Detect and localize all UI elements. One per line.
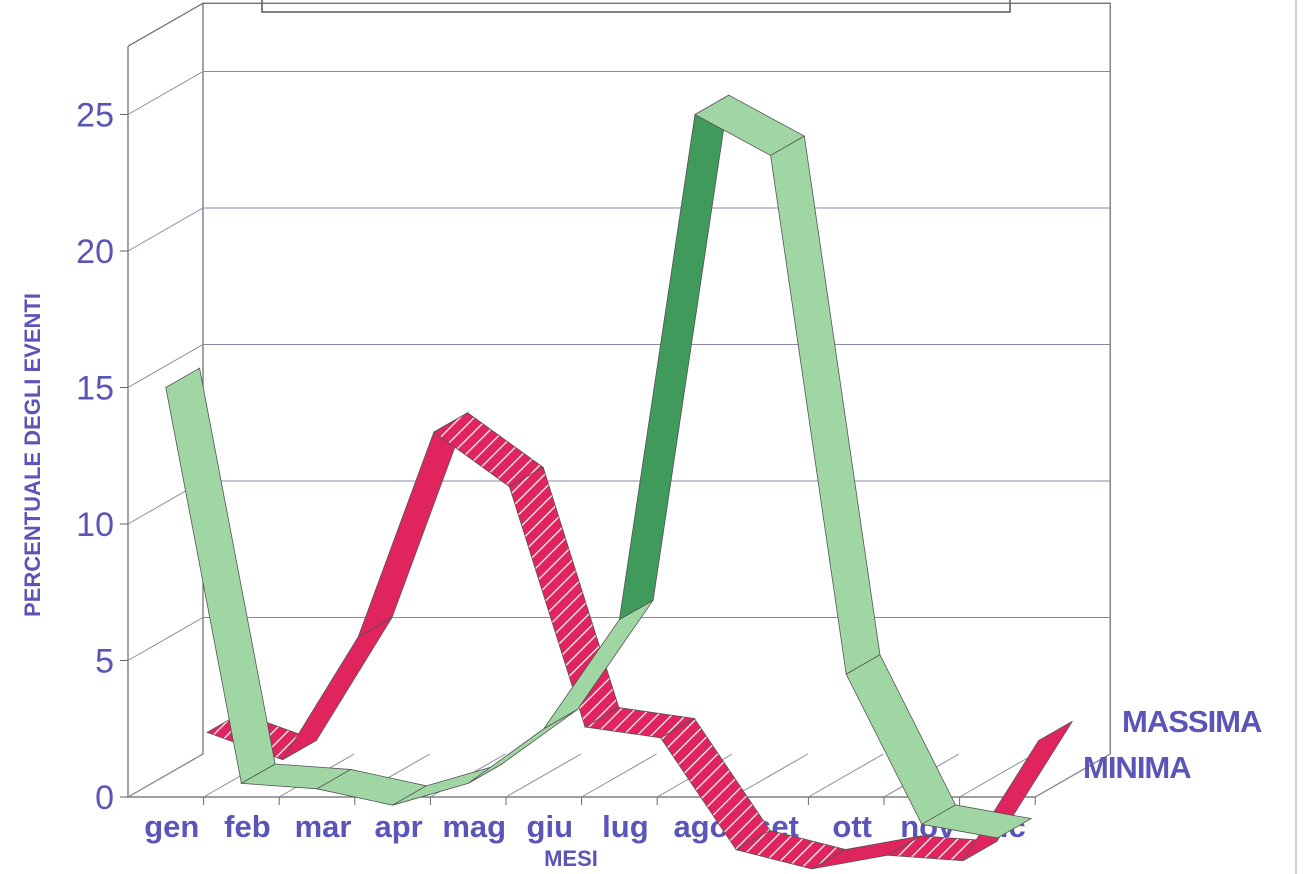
- x-tick-label: mag: [442, 809, 506, 844]
- left-wall-top: [127, 2, 204, 47]
- y-tick-label: 25: [76, 97, 114, 135]
- x-tick-label: mar: [295, 809, 352, 844]
- gridline: [127, 71, 1111, 115]
- x-tick-label: feb: [224, 809, 271, 844]
- y-axis-ticks: 0 5 10 15 20 25: [76, 97, 128, 817]
- x-tick-label: lug: [602, 809, 649, 844]
- ribbon-segment: [920, 804, 1033, 839]
- chart-frame: [127, 2, 1111, 799]
- y-tick-label: 15: [76, 370, 114, 408]
- ribbon-segment: [282, 617, 393, 761]
- floor-gridline: [127, 753, 204, 798]
- floor-gridline: [959, 753, 1035, 798]
- legend-label-massima: MASSIMA: [1122, 704, 1262, 739]
- gridline: [127, 344, 1111, 388]
- x-tick-label: gen: [144, 809, 199, 844]
- x-axis-title: MESI: [544, 846, 598, 871]
- ribbon-segment: [770, 135, 881, 675]
- gridlines: [127, 71, 1111, 798]
- y-tick-label: 20: [76, 233, 114, 271]
- y-tick-label: 10: [76, 506, 114, 544]
- top-box: [261, 0, 1011, 13]
- floor-gridline: [505, 753, 582, 798]
- x-tick-label: ott: [832, 809, 872, 844]
- ribbon-segment: [845, 654, 957, 825]
- legend-label-minima: MINIMA: [1083, 750, 1191, 785]
- floor-gridline: [1034, 753, 1111, 798]
- series-minima: [165, 94, 1033, 839]
- ribbon-segment: [467, 709, 578, 784]
- floor-gridline: [581, 753, 657, 798]
- gridline: [127, 617, 1111, 661]
- gridline: [127, 207, 1111, 252]
- gridline: [127, 480, 1111, 525]
- floor-gridline: [808, 753, 884, 798]
- back-wall: [202, 2, 1111, 754]
- ribbon-segment: [165, 367, 276, 784]
- x-axis-ticks: genfebmaraprmaggiulugagosetottnovdic: [144, 797, 1036, 844]
- y-tick-label: 5: [95, 643, 114, 681]
- ribbon-segment: [618, 94, 730, 621]
- y-tick-label: 0: [95, 779, 114, 817]
- ribbon-segment: [357, 411, 469, 638]
- x-tick-label: giu: [527, 809, 574, 844]
- y-axis-title: PERCENTUALE DEGLI EVENTI: [20, 293, 45, 617]
- ribbon-segment: [508, 466, 620, 728]
- floor-gridline: [732, 753, 809, 798]
- x-tick-label: apr: [374, 809, 422, 844]
